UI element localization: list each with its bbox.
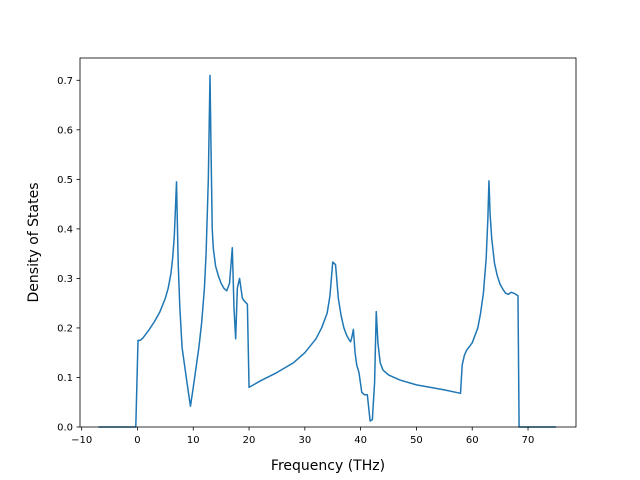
x-axis-ticks: −10 0 10 20 30 40 50 60 70 bbox=[71, 427, 534, 446]
x-tick-label: 40 bbox=[354, 435, 367, 446]
x-tick-label: 30 bbox=[298, 435, 311, 446]
x-tick-label: −10 bbox=[71, 435, 92, 446]
y-tick-label: 0.0 bbox=[57, 423, 73, 434]
y-tick-label: 0.1 bbox=[57, 373, 73, 384]
x-tick-label: 70 bbox=[522, 435, 535, 446]
x-axis-label: Frequency (THz) bbox=[271, 458, 385, 474]
y-tick-label: 0.4 bbox=[57, 224, 73, 235]
y-tick-label: 0.3 bbox=[57, 274, 73, 285]
x-tick-label: 60 bbox=[466, 435, 479, 446]
y-tick-label: 0.5 bbox=[57, 175, 73, 186]
y-axis-label: Density of States bbox=[26, 183, 42, 303]
plot-frame bbox=[79, 57, 577, 428]
y-tick-label: 0.7 bbox=[57, 76, 73, 87]
x-tick-label: 20 bbox=[243, 435, 256, 446]
y-tick-label: 0.2 bbox=[57, 323, 73, 334]
dos-series-line bbox=[98, 74, 556, 428]
x-tick-label: 10 bbox=[187, 435, 200, 446]
x-tick-label: 50 bbox=[410, 435, 423, 446]
y-axis-ticks: 0.0 0.1 0.2 0.3 0.4 0.5 0.6 0.7 bbox=[57, 76, 80, 434]
plot-area bbox=[98, 74, 556, 428]
x-tick-label: 0 bbox=[134, 435, 140, 446]
y-tick-label: 0.6 bbox=[57, 125, 73, 136]
